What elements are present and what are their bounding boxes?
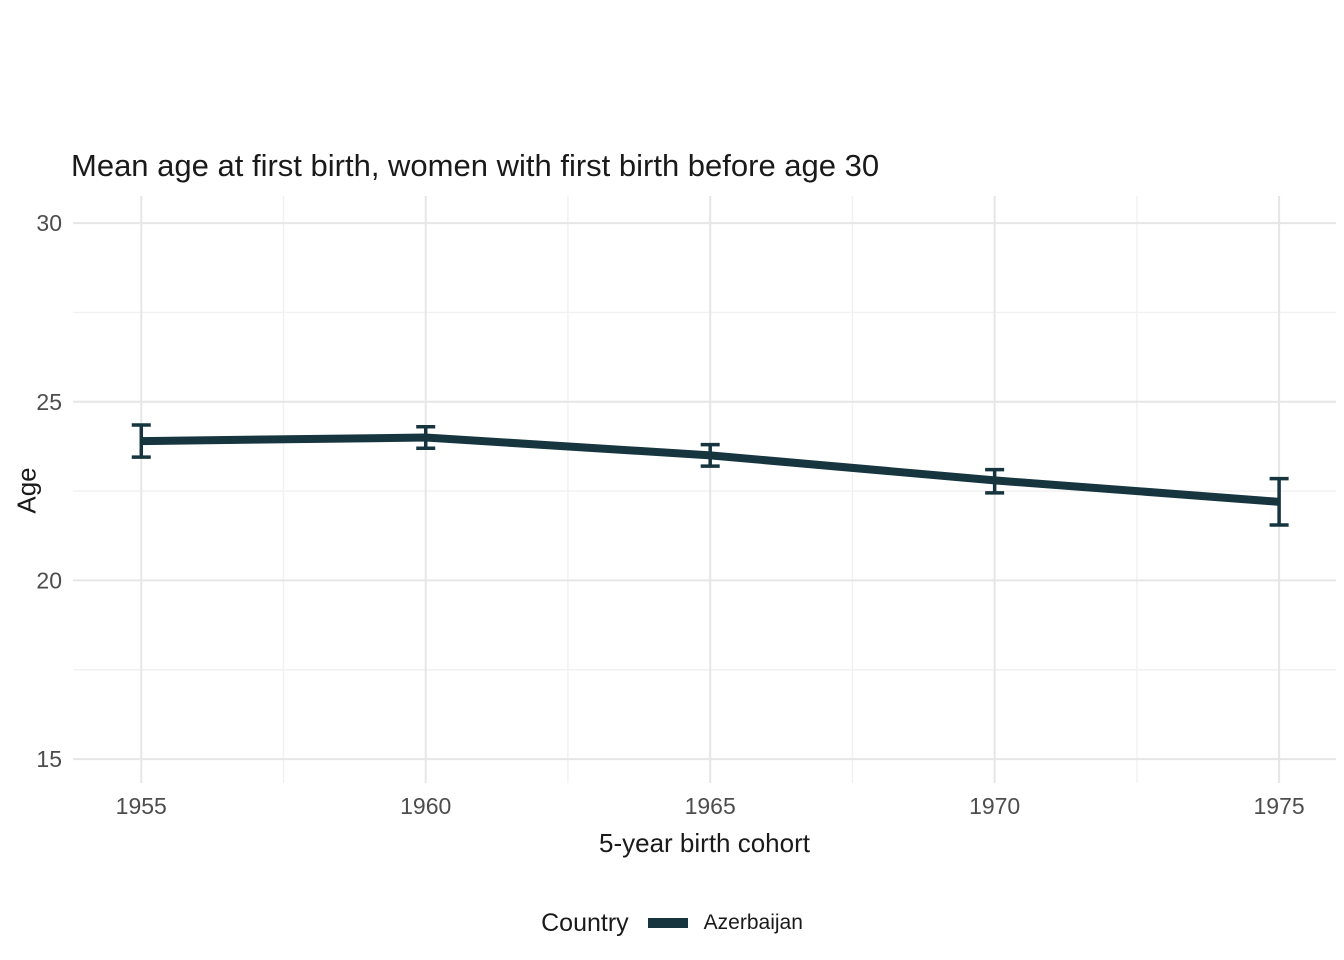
x-tick-label: 1955	[116, 793, 167, 819]
x-axis-title: 5-year birth cohort	[599, 828, 810, 858]
x-tick-label: 1975	[1254, 793, 1305, 819]
legend: Country Azerbaijan	[0, 903, 1344, 943]
legend-key-line-swatch	[647, 918, 688, 928]
y-tick-label: 15	[36, 746, 62, 772]
x-tick-label: 1970	[969, 793, 1020, 819]
y-tick-label: 25	[36, 389, 62, 415]
x-tick-label: 1960	[400, 793, 451, 819]
y-tick-label: 30	[36, 210, 62, 236]
y-axis-title: Age	[11, 467, 42, 514]
x-tick-label: 1965	[685, 793, 736, 819]
legend-label-azerbaijan: Azerbaijan	[703, 911, 803, 934]
chart-title: Mean age at first birth, women with firs…	[71, 148, 880, 183]
y-tick-label: 20	[36, 567, 62, 593]
legend-title: Country	[541, 908, 629, 937]
series-line-azerbaijan	[141, 433, 1280, 506]
